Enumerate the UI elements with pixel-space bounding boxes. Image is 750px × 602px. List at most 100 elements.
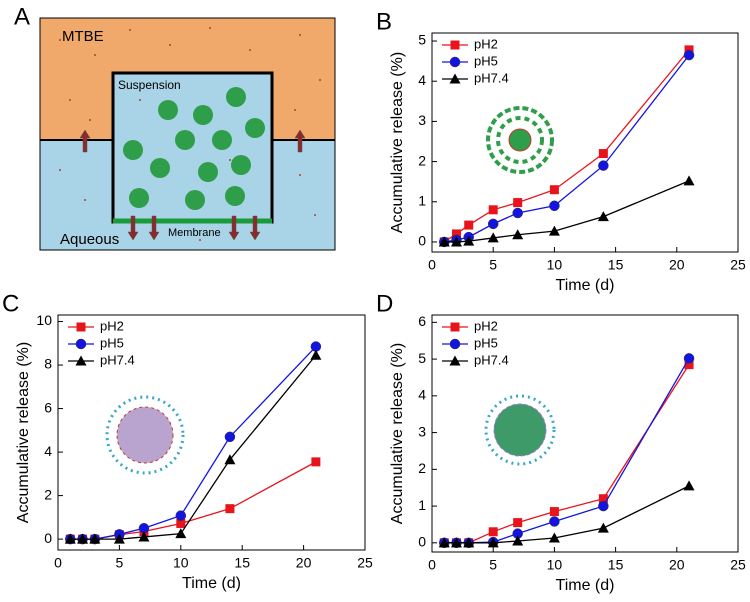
y-tick-label: 1 <box>418 497 426 513</box>
marker <box>225 504 235 514</box>
marker <box>450 537 462 548</box>
legend-marker <box>75 355 87 366</box>
marker <box>488 205 498 215</box>
marker <box>464 220 474 230</box>
x-tick-label: 20 <box>669 557 685 573</box>
series-line <box>70 461 317 540</box>
y-tick-label: 4 <box>418 387 426 403</box>
x-tick-label: 0 <box>428 557 436 573</box>
marker <box>549 185 559 195</box>
legend-label: pH5 <box>474 53 498 68</box>
y-tick-label: 0 <box>418 534 426 550</box>
marker <box>683 175 695 186</box>
x-tick-label: 10 <box>547 557 563 573</box>
marker <box>487 218 499 230</box>
legend-marker <box>449 73 461 84</box>
y-tick-label: 8 <box>44 356 52 372</box>
legend-label: pH5 <box>100 335 124 350</box>
y-tick-label: 2 <box>44 486 52 502</box>
panel-label: D <box>376 290 393 317</box>
y-tick-label: 4 <box>418 72 426 88</box>
x-tick-label: 20 <box>669 257 685 273</box>
x-tick-label: 15 <box>234 555 250 571</box>
y-tick-label: 1 <box>418 192 426 208</box>
marker <box>683 480 695 491</box>
marker <box>548 225 560 236</box>
legend-marker <box>75 338 87 350</box>
legend-marker <box>449 338 461 350</box>
marker <box>438 537 450 548</box>
legend-marker <box>449 355 461 366</box>
mtbe-label: MTBE <box>62 28 104 45</box>
legend-label: pH2 <box>474 318 498 333</box>
marker <box>451 229 461 239</box>
plot-frame <box>431 32 739 253</box>
marker <box>113 533 125 544</box>
inset-c <box>105 395 185 475</box>
marker <box>438 236 450 247</box>
y-tick-label: 5 <box>418 350 426 366</box>
x-tick-label: 15 <box>608 557 624 573</box>
marker <box>548 532 560 543</box>
y-tick-label: 6 <box>44 399 52 415</box>
marker <box>138 531 150 542</box>
y-axis-label: Accumulative release (%) <box>389 52 406 233</box>
x-axis-label: Time (d) <box>556 277 615 294</box>
marker <box>77 533 89 544</box>
x-tick-label: 0 <box>54 555 62 571</box>
series-line <box>444 180 690 243</box>
x-tick-label: 10 <box>173 555 189 571</box>
marker <box>512 535 524 546</box>
marker <box>598 160 609 171</box>
y-tick-label: 6 <box>418 313 426 329</box>
x-tick-label: 5 <box>489 257 497 273</box>
x-tick-label: 25 <box>730 557 746 573</box>
marker <box>487 232 499 243</box>
inset-b <box>486 106 554 174</box>
series-line <box>444 364 690 544</box>
legend-label: pH7.4 <box>100 352 135 367</box>
marker <box>549 507 559 517</box>
marker <box>463 235 475 246</box>
marker <box>598 149 608 159</box>
y-axis-label: Accumulative release (%) <box>389 343 406 524</box>
marker <box>598 500 609 512</box>
plot-frame <box>431 314 739 553</box>
x-tick-label: 10 <box>547 257 563 273</box>
marker <box>64 533 76 544</box>
x-tick-label: 25 <box>730 257 746 273</box>
marker <box>513 198 523 208</box>
series-line <box>444 358 690 544</box>
x-tick-label: 5 <box>489 557 497 573</box>
marker <box>597 522 609 533</box>
legend-label: pH7.4 <box>474 352 509 367</box>
dots <box>59 27 321 241</box>
inset-d <box>484 394 556 466</box>
marker <box>549 200 560 212</box>
legend-label: pH5 <box>474 335 498 350</box>
y-tick-label: 2 <box>418 152 426 168</box>
x-tick-label: 15 <box>608 257 624 273</box>
marker <box>683 49 695 61</box>
legend-label: pH2 <box>100 318 124 333</box>
particles <box>123 87 265 210</box>
marker <box>310 349 322 360</box>
arrows <box>79 129 306 241</box>
plot-frame <box>57 314 366 551</box>
marker <box>311 457 321 467</box>
panel-a: A MTBE Suspension Aqueous Membrane <box>14 3 336 251</box>
x-axis-label: Time (d) <box>556 577 615 594</box>
panel-label: C <box>2 290 19 317</box>
y-tick-label: 3 <box>418 423 426 439</box>
x-tick-label: 20 <box>296 555 312 571</box>
marker <box>513 518 523 528</box>
y-tick-label: 0 <box>44 530 52 546</box>
marker <box>684 360 694 370</box>
marker <box>549 516 560 527</box>
x-axis-label: Time (d) <box>182 575 241 592</box>
series-line <box>70 346 317 540</box>
y-tick-label: 4 <box>44 443 52 459</box>
y-tick-label: 5 <box>418 32 426 48</box>
x-tick-label: 5 <box>116 555 124 571</box>
marker <box>487 537 499 548</box>
